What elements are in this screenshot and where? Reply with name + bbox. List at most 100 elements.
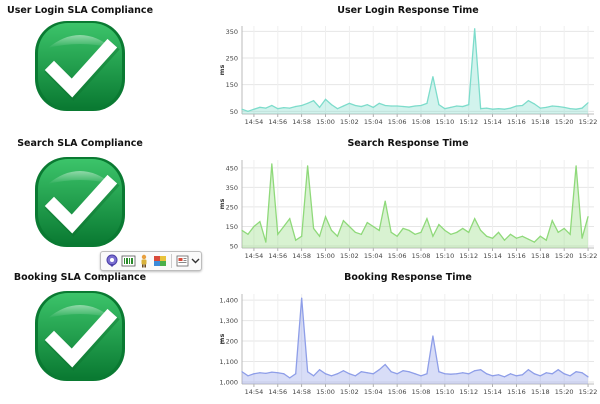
y-tick-label: 50 <box>230 108 238 116</box>
data-point <box>444 229 446 231</box>
data-point <box>378 102 380 104</box>
data-point <box>426 373 428 375</box>
image-settings-icon[interactable] <box>175 253 190 269</box>
data-point <box>468 373 470 375</box>
data-point <box>515 105 518 107</box>
data-point <box>295 239 297 241</box>
data-point <box>348 373 350 375</box>
sla-status-badge-booking <box>32 288 128 384</box>
x-tick-label: 15:22 <box>579 388 598 396</box>
chevron-down-icon[interactable] <box>191 253 200 269</box>
x-tick-label: 15:02 <box>340 388 359 396</box>
x-tick-label: 15:00 <box>316 118 335 126</box>
data-point <box>480 369 482 371</box>
data-point <box>336 108 339 110</box>
data-point <box>289 377 291 379</box>
chart-user-login: 50 150 250 350 14:54 14:56 14:58 15:00 15:02 15:0… <box>218 18 598 130</box>
x-tick-label: 15:22 <box>579 252 598 260</box>
data-point <box>557 105 559 108</box>
data-point <box>462 227 464 230</box>
x-tick-label: 15:18 <box>531 118 550 126</box>
data-point <box>563 373 565 375</box>
x-tick-label: 15:16 <box>507 118 526 126</box>
data-point <box>491 237 494 239</box>
series-area <box>242 28 589 114</box>
data-point <box>480 229 482 231</box>
data-point <box>515 375 518 377</box>
x-tick-label: 15:16 <box>507 252 526 260</box>
data-point <box>557 369 559 371</box>
x-tick-label: 15:08 <box>412 118 431 126</box>
chart-booking: 1,000 1,100 1,200 1,300 1,400 14:54 14:56 14:58… <box>218 286 598 400</box>
data-point <box>515 237 518 239</box>
sla-title-user-login: User Login SLA Compliance <box>6 5 154 16</box>
x-tick-label: 15:12 <box>459 118 478 126</box>
data-point <box>396 235 398 237</box>
data-point <box>324 216 327 218</box>
data-point <box>265 241 267 243</box>
x-tick-label: 15:06 <box>388 252 407 260</box>
data-point <box>360 105 362 108</box>
y-tick-label: 1,200 <box>219 338 238 346</box>
data-point <box>342 105 345 107</box>
y-tick-label: 350 <box>226 184 238 192</box>
data-point <box>426 218 428 220</box>
data-point <box>289 218 291 220</box>
data-point <box>420 231 422 233</box>
chart-svg-user-login: 50 150 250 350 14:54 14:56 14:58 15:00 15:02 15:0… <box>218 26 597 126</box>
data-point <box>581 107 583 109</box>
data-point <box>450 373 452 375</box>
data-point <box>354 104 356 107</box>
map-pin-icon[interactable] <box>105 253 120 269</box>
series-line <box>241 28 589 113</box>
data-point <box>527 100 529 102</box>
data-point <box>241 108 243 110</box>
data-point <box>563 227 565 230</box>
data-point <box>271 371 273 373</box>
puzzle-icon[interactable] <box>153 253 168 269</box>
x-tick-label: 15:12 <box>459 388 478 396</box>
chart-svg-booking: 1,000 1,100 1,200 1,300 1,400 14:54 14:56 14:58… <box>218 294 598 396</box>
data-point <box>432 335 434 337</box>
data-point <box>569 375 571 377</box>
data-point <box>324 98 327 100</box>
data-point <box>527 238 529 240</box>
x-tick-label: 14:58 <box>292 252 311 260</box>
x-tick-label: 15:06 <box>388 118 407 126</box>
barcode-icon[interactable] <box>121 253 136 269</box>
data-point <box>414 373 416 375</box>
data-point <box>414 105 416 107</box>
data-point <box>426 102 428 104</box>
floating-toolbar <box>100 251 202 271</box>
y-tick-label: 450 <box>226 164 238 172</box>
data-point <box>360 233 362 235</box>
data-point <box>390 371 392 373</box>
data-point <box>307 165 309 167</box>
data-point <box>348 102 350 104</box>
data-point <box>444 108 446 110</box>
data-point <box>468 231 470 233</box>
x-tick-label: 15:04 <box>364 252 383 260</box>
x-tick-label: 14:54 <box>245 118 264 126</box>
x-tick-label: 14:58 <box>292 388 311 396</box>
data-point <box>539 235 541 237</box>
person-icon[interactable] <box>137 253 152 269</box>
data-point <box>271 104 273 107</box>
data-point <box>295 373 297 375</box>
x-tick-label: 14:56 <box>268 388 287 396</box>
data-point <box>539 375 541 377</box>
x-tick-label: 15:10 <box>435 118 454 126</box>
data-point <box>378 229 380 231</box>
x-tick-label: 15:00 <box>316 252 335 260</box>
data-point <box>312 227 315 230</box>
data-point <box>545 372 547 374</box>
data-point <box>253 108 255 110</box>
data-point <box>289 107 291 109</box>
data-point <box>301 297 303 299</box>
data-point <box>569 108 571 110</box>
x-tick-label: 15:18 <box>531 388 550 396</box>
data-point <box>318 106 321 108</box>
x-tick-label: 15:02 <box>340 118 359 126</box>
data-point <box>277 108 279 110</box>
data-point <box>462 105 464 108</box>
